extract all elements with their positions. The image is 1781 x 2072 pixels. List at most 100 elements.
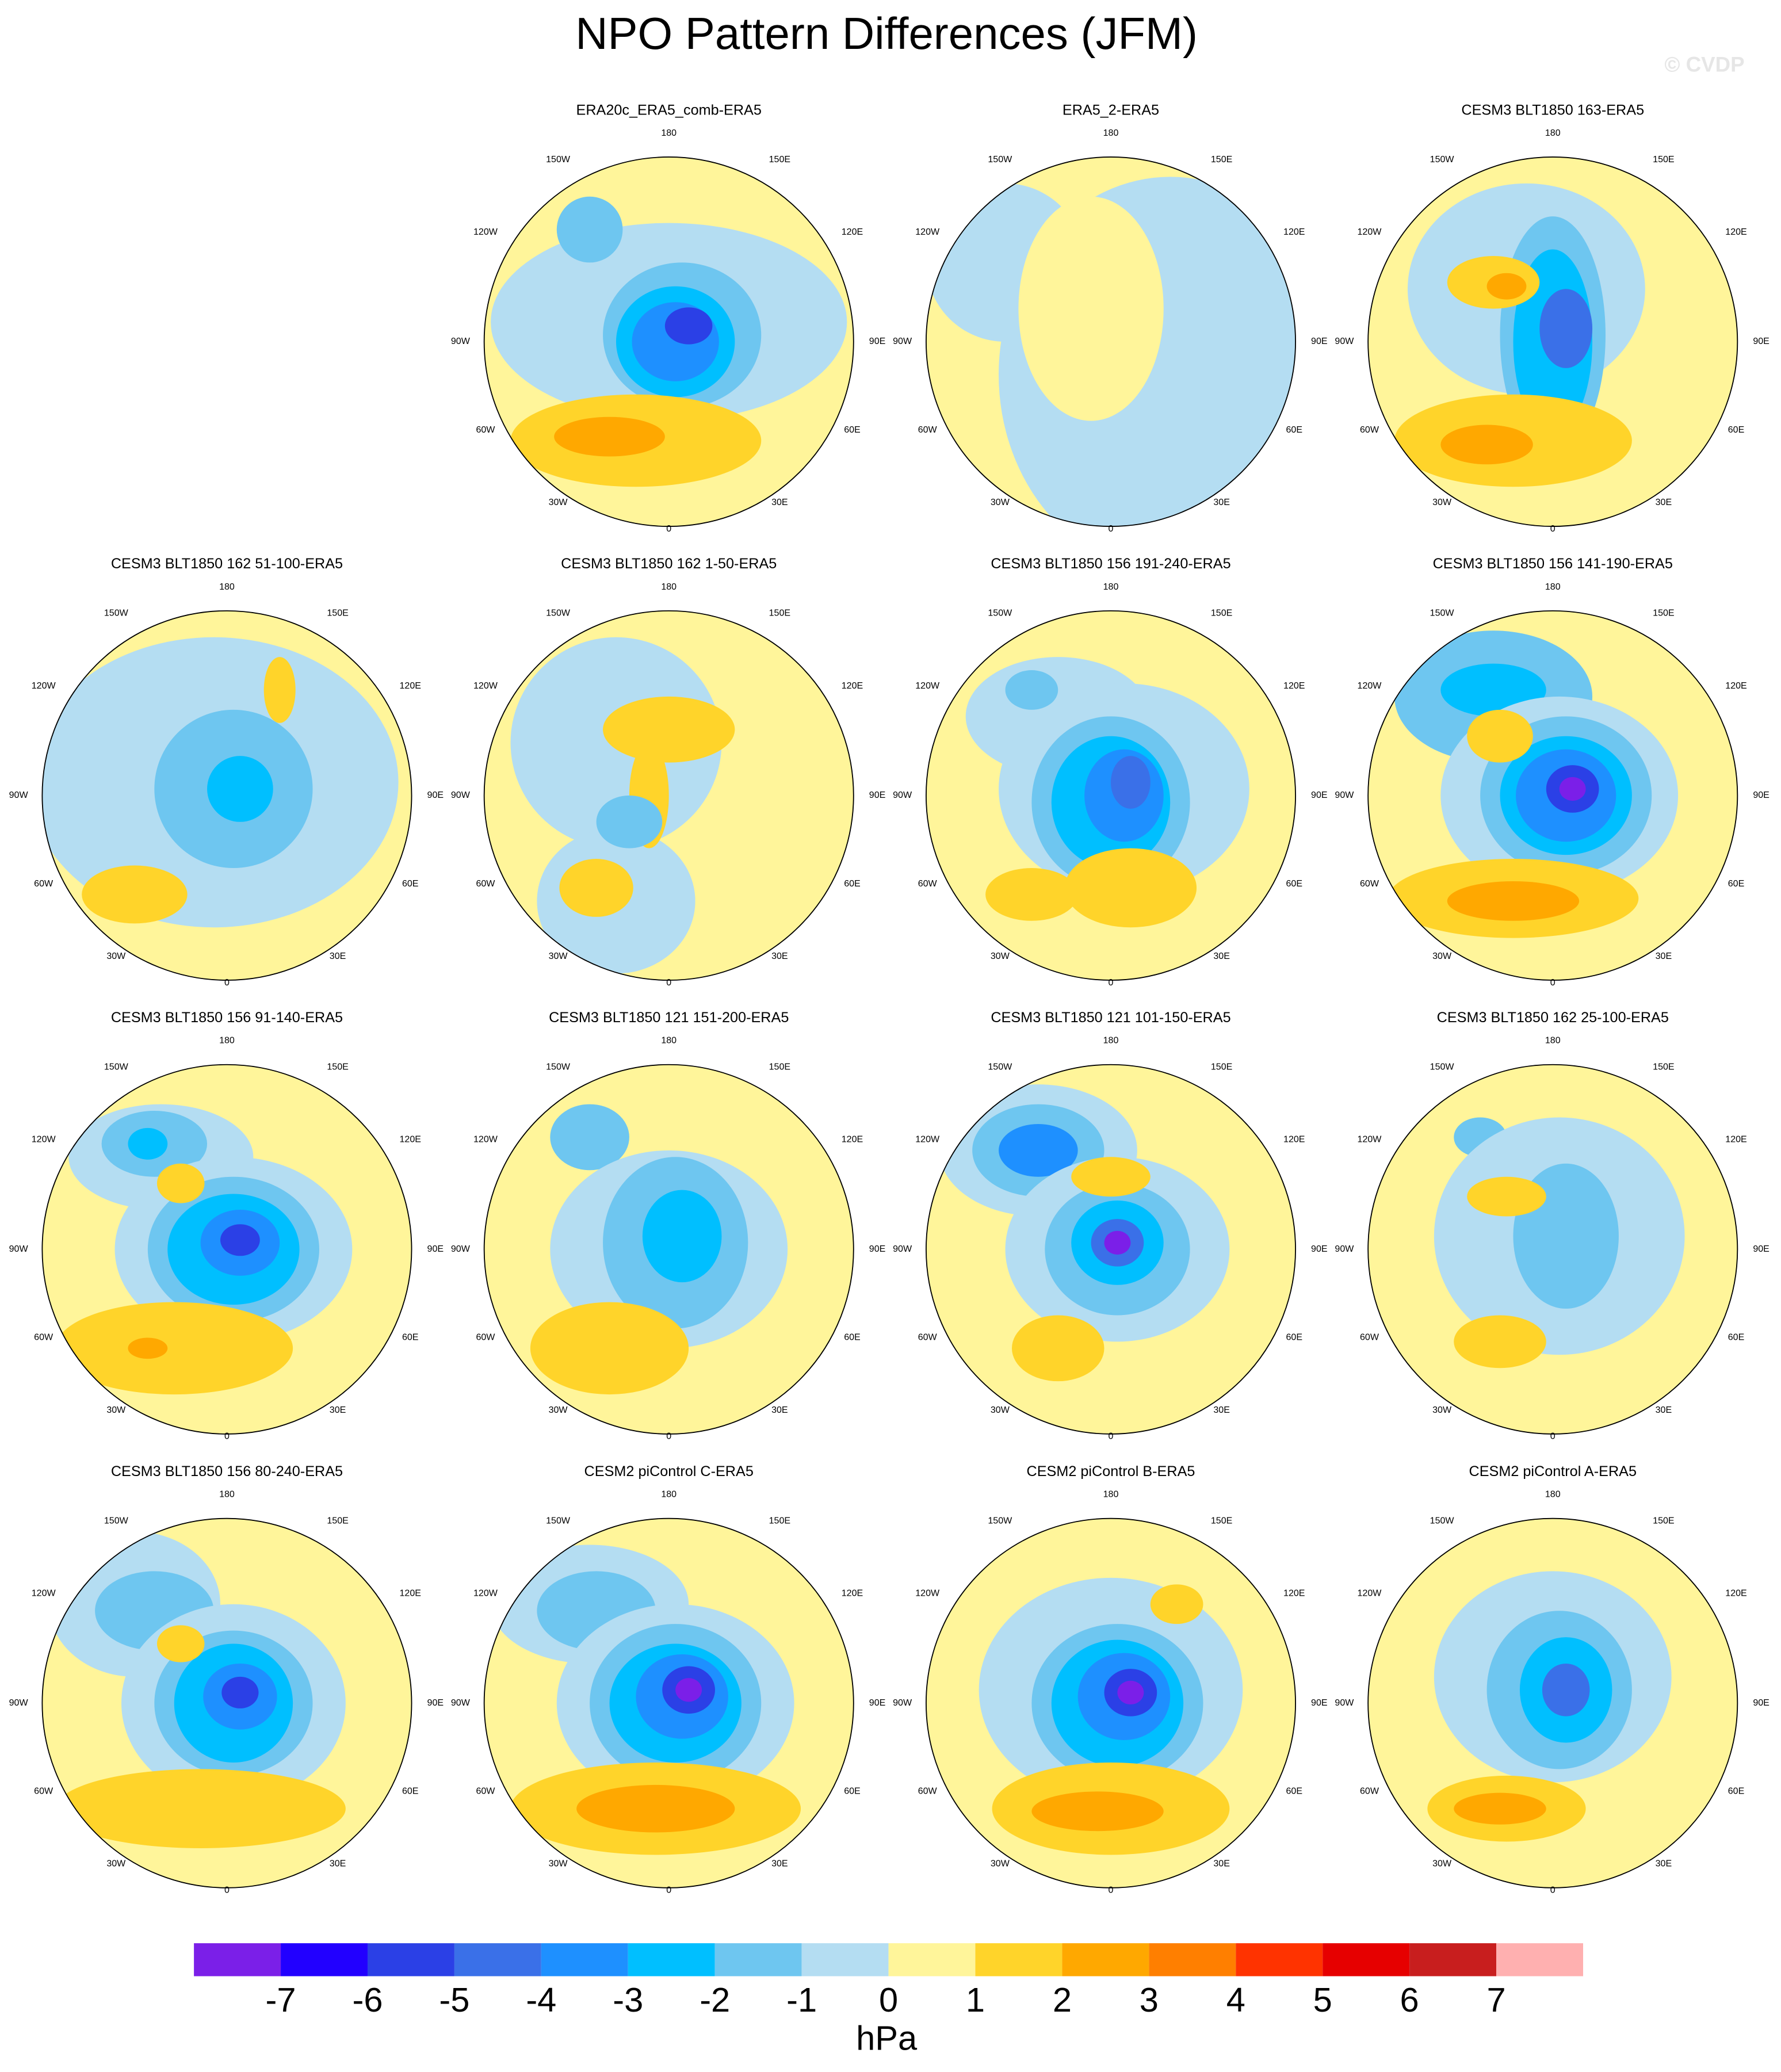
- longitude-label: 120W: [915, 227, 940, 237]
- colorbar-box: [1323, 1943, 1410, 1977]
- colorbar-tick-label: -5: [439, 1981, 469, 2019]
- longitude-label: 150W: [988, 1515, 1012, 1526]
- colorbar-box: [1149, 1943, 1236, 1977]
- longitude-label: 30E: [330, 951, 346, 961]
- longitude-label: 30W: [549, 497, 568, 507]
- contour-region: [82, 865, 188, 924]
- longitude-label: 90E: [427, 1244, 444, 1254]
- colorbar-box: [1409, 1943, 1497, 1977]
- longitude-label: 90W: [9, 790, 29, 800]
- longitude-label: 90W: [1335, 336, 1354, 346]
- map-field: [1368, 610, 1738, 980]
- longitude-label: 0: [666, 1885, 671, 1895]
- colorbar-tick-label: 5: [1313, 1981, 1332, 2019]
- longitude-label: 30W: [991, 951, 1010, 961]
- map-field: [1368, 1518, 1738, 1888]
- longitude-label: 90E: [1311, 1698, 1328, 1708]
- longitude-label: 30W: [1432, 1405, 1452, 1415]
- contour-region: [1117, 1680, 1144, 1705]
- longitude-label: 90W: [893, 1698, 912, 1708]
- contour-region: [999, 1123, 1078, 1177]
- longitude-label: 90W: [451, 790, 471, 800]
- map-panel: CESM3 BLT1850 162 25-100-ERA5 180 150E 120E…: [1335, 1010, 1769, 1442]
- colorbar-box: [1062, 1943, 1149, 1977]
- colorbar-tick-label: -4: [526, 1981, 556, 2019]
- longitude-label: 0: [666, 977, 671, 988]
- longitude-label: 150W: [104, 1515, 129, 1526]
- longitude-label: 30W: [991, 1859, 1010, 1869]
- longitude-label: 30E: [1213, 1859, 1230, 1869]
- longitude-label: 150E: [327, 1062, 349, 1072]
- longitude-label: 90E: [869, 1698, 886, 1708]
- contour-region: [1440, 425, 1533, 465]
- longitude-label: 90W: [451, 1698, 471, 1708]
- longitude-label: 30W: [549, 1859, 568, 1869]
- longitude-label: 90W: [1335, 1698, 1354, 1708]
- colorbar-tick-label: -6: [352, 1981, 383, 2019]
- colorbar-tick-label: -3: [613, 1981, 643, 2019]
- longitude-label: 60E: [1286, 1332, 1302, 1343]
- longitude-label: 120W: [1358, 1134, 1382, 1145]
- longitude-label: 30E: [771, 1859, 788, 1869]
- longitude-label: 90E: [869, 1244, 886, 1254]
- longitude-label: 30E: [1656, 1859, 1672, 1869]
- longitude-label: 120W: [1358, 681, 1382, 691]
- longitude-label: 150W: [104, 608, 129, 618]
- longitude-label: 150W: [1430, 608, 1455, 618]
- longitude-label: 120W: [32, 681, 56, 691]
- panel-title: ERA20c_ERA5_comb-ERA5: [576, 102, 762, 118]
- longitude-label: 120E: [1725, 681, 1747, 691]
- longitude-label: 0: [1550, 977, 1555, 988]
- longitude-label: 150E: [1653, 1062, 1675, 1072]
- panel-title: CESM3 BLT1850 156 91-140-ERA5: [111, 1010, 343, 1026]
- longitude-label: 60E: [1728, 1332, 1745, 1343]
- longitude-label: 60W: [476, 878, 495, 889]
- longitude-label: 30W: [991, 1405, 1010, 1415]
- longitude-label: 120W: [1358, 227, 1382, 237]
- longitude-label: 90E: [427, 790, 444, 800]
- longitude-label: 60W: [918, 425, 938, 435]
- colorbar-tick-label: 4: [1226, 1981, 1245, 2019]
- longitude-label: 90E: [1311, 1244, 1328, 1254]
- longitude-label: 60E: [844, 1332, 861, 1343]
- colorbar-box: [367, 1943, 454, 1977]
- longitude-label: 150E: [327, 1515, 349, 1526]
- longitude-label: 60E: [1728, 878, 1745, 889]
- longitude-label: 150E: [1211, 1062, 1233, 1072]
- longitude-label: 180: [219, 1035, 235, 1046]
- map-field: [926, 610, 1296, 980]
- longitude-label: 30E: [1213, 497, 1230, 507]
- longitude-label: 60W: [34, 878, 53, 889]
- longitude-label: 90W: [893, 790, 912, 800]
- longitude-label: 120W: [473, 1588, 498, 1599]
- longitude-label: 60E: [1286, 878, 1302, 889]
- colorbar-box: [454, 1943, 541, 1977]
- longitude-label: 30E: [771, 951, 788, 961]
- contour-region: [207, 756, 273, 822]
- contour-region: [576, 1784, 735, 1833]
- longitude-label: 60W: [34, 1332, 53, 1343]
- panel-title: CESM3 BLT1850 156 141-190-ERA5: [1433, 556, 1673, 572]
- longitude-label: 60W: [1360, 878, 1379, 889]
- map-border: [483, 1517, 854, 1888]
- map-field: [42, 1064, 412, 1434]
- contour-region: [128, 1127, 168, 1160]
- map-border: [926, 1064, 1296, 1435]
- longitude-label: 120W: [915, 681, 940, 691]
- contour-region: [1467, 1176, 1546, 1217]
- longitude-label: 120E: [1283, 227, 1305, 237]
- longitude-label: 60W: [1360, 1332, 1379, 1343]
- colorbar-tick-label: 1: [966, 1981, 985, 2019]
- panel-title: CESM3 BLT1850 121 151-200-ERA5: [549, 1010, 789, 1026]
- longitude-label: 0: [1550, 523, 1555, 534]
- longitude-label: 30E: [771, 497, 788, 507]
- map-border: [483, 610, 854, 981]
- contour-region: [556, 196, 623, 263]
- longitude-label: 30W: [1432, 497, 1452, 507]
- contour-region: [128, 1337, 168, 1359]
- map-panel: CESM3 BLT1850 156 191-240-ERA5 180 150E 120…: [893, 556, 1328, 988]
- contour-region: [1071, 1157, 1151, 1197]
- longitude-label: 120W: [1358, 1588, 1382, 1599]
- figure-title: NPO Pattern Differences (JFM): [575, 8, 1198, 59]
